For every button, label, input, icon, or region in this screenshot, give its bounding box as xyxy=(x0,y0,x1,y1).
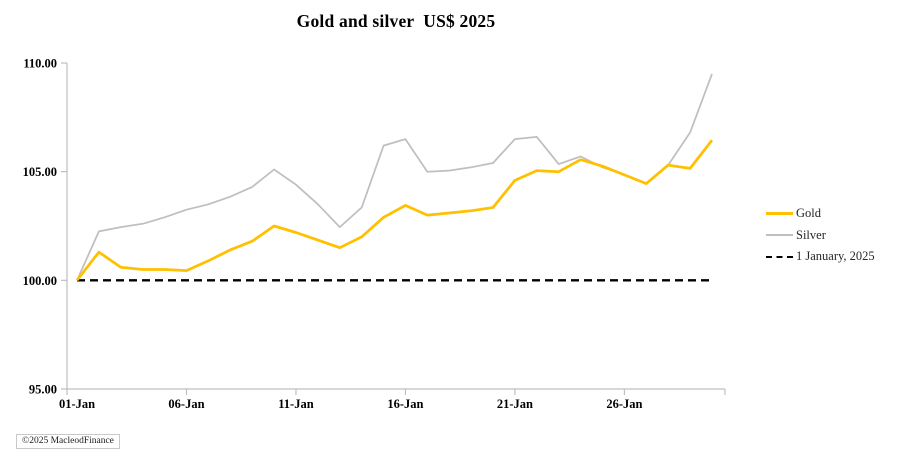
y-tick-label: 95.00 xyxy=(29,383,57,397)
silver-line xyxy=(76,73,713,281)
chart-title: Gold and silver US$ 2025 xyxy=(296,11,496,31)
legend-item-silver: Silver xyxy=(766,225,875,247)
copyright-box: ©2025 MacleodFinance xyxy=(16,434,120,449)
legend-label-gold: Gold xyxy=(796,206,821,221)
y-tick-label: 110.00 xyxy=(23,57,57,71)
series-lines xyxy=(75,73,714,282)
legend-item-baseline: 1 January, 2025 xyxy=(766,246,875,268)
x-tick-label: 01-Jan xyxy=(59,397,95,411)
x-tick-label: 06-Jan xyxy=(168,397,204,411)
legend: Gold Silver 1 January, 2025 xyxy=(766,203,875,268)
y-ticks: 95.00 100.00 105.00 110.00 xyxy=(23,57,67,397)
x-tick-label: 16-Jan xyxy=(387,397,423,411)
x-tick-label: 11-Jan xyxy=(278,397,313,411)
x-ticks: 01-Jan 06-Jan 11-Jan 16-Jan 21-Jan 26-Jan xyxy=(59,389,726,411)
axes xyxy=(66,63,725,390)
gold-line xyxy=(75,139,714,282)
baseline-dash-swatch xyxy=(766,255,793,258)
silver-line-swatch xyxy=(766,234,793,237)
legend-label-silver: Silver xyxy=(796,227,826,242)
y-tick-label: 105.00 xyxy=(23,165,57,179)
legend-label-baseline: 1 January, 2025 xyxy=(796,249,875,264)
legend-item-gold: Gold xyxy=(766,203,875,225)
y-tick-label: 100.00 xyxy=(23,274,57,288)
x-tick-label: 26-Jan xyxy=(606,397,642,411)
x-tick-label: 21-Jan xyxy=(497,397,533,411)
gold-line-swatch xyxy=(766,212,793,216)
